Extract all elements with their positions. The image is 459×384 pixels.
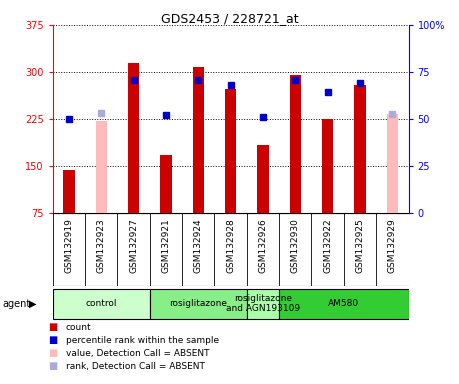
Text: ▶: ▶	[29, 299, 37, 309]
Text: count: count	[66, 323, 91, 332]
Bar	[150, 288, 247, 319]
Bar	[354, 84, 366, 213]
Bar	[95, 121, 107, 213]
Text: GSM132925: GSM132925	[356, 218, 364, 273]
Text: GSM132919: GSM132919	[64, 218, 73, 273]
Bar	[257, 146, 269, 213]
Bar	[386, 114, 398, 213]
Text: GSM132926: GSM132926	[258, 218, 268, 273]
Bar	[225, 89, 236, 213]
Bar	[63, 170, 75, 213]
Text: percentile rank within the sample: percentile rank within the sample	[66, 336, 219, 345]
Bar	[290, 75, 301, 213]
Bar	[53, 288, 150, 319]
Bar	[247, 288, 279, 319]
Bar	[128, 63, 139, 213]
Text: GSM132930: GSM132930	[291, 218, 300, 273]
Bar	[279, 288, 409, 319]
Text: rank, Detection Call = ABSENT: rank, Detection Call = ABSENT	[66, 362, 205, 371]
Text: GSM132921: GSM132921	[162, 218, 170, 273]
Text: GSM132922: GSM132922	[323, 218, 332, 273]
Text: ■: ■	[48, 348, 57, 358]
Text: ■: ■	[48, 361, 57, 371]
Text: GSM132929: GSM132929	[388, 218, 397, 273]
Text: agent: agent	[2, 299, 31, 309]
Text: ■: ■	[48, 335, 57, 345]
Bar	[193, 67, 204, 213]
Text: GDS2453 / 228721_at: GDS2453 / 228721_at	[161, 12, 298, 25]
Text: GSM132927: GSM132927	[129, 218, 138, 273]
Text: AM580: AM580	[328, 299, 359, 308]
Text: ■: ■	[48, 322, 57, 332]
Text: GSM132923: GSM132923	[97, 218, 106, 273]
Text: rosiglitazone
and AGN193109: rosiglitazone and AGN193109	[226, 294, 300, 313]
Text: rosiglitazone: rosiglitazone	[169, 299, 227, 308]
Bar	[160, 155, 172, 213]
Text: GSM132924: GSM132924	[194, 218, 203, 273]
Text: control: control	[85, 299, 117, 308]
Bar	[322, 119, 333, 213]
Text: value, Detection Call = ABSENT: value, Detection Call = ABSENT	[66, 349, 209, 358]
Text: GSM132928: GSM132928	[226, 218, 235, 273]
